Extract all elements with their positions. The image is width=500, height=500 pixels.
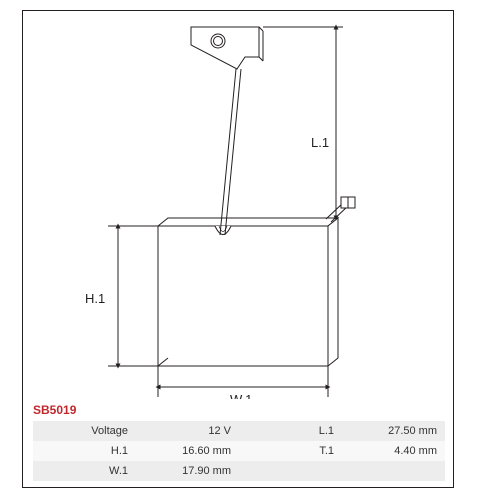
specs-table: Voltage 12 V L.1 27.50 mm H.1 16.60 mm T…: [33, 421, 445, 481]
table-row: H.1 16.60 mm T.1 4.40 mm: [33, 441, 445, 461]
drawing-frame: H.1 W.1 L.1 SB5019 Voltage 12 V L.1 27.5…: [22, 10, 454, 488]
spec-value: 4.40 mm: [342, 441, 445, 461]
spec-label: T.1: [239, 441, 342, 461]
technical-diagram: H.1 W.1 L.1: [23, 11, 455, 399]
w1-dim-label: W.1: [230, 392, 252, 399]
table-row: W.1 17.90 mm: [33, 461, 445, 481]
table-row: Voltage 12 V L.1 27.50 mm: [33, 421, 445, 441]
spec-label: Voltage: [33, 421, 136, 441]
spec-label: [239, 461, 342, 481]
l1-dim-label: L.1: [311, 135, 329, 150]
spec-value: 16.60 mm: [136, 441, 239, 461]
spec-label: L.1: [239, 421, 342, 441]
spec-label: W.1: [33, 461, 136, 481]
spec-value: 27.50 mm: [342, 421, 445, 441]
spec-value: [342, 461, 445, 481]
spec-value: 17.90 mm: [136, 461, 239, 481]
h1-dim-label: H.1: [85, 291, 105, 306]
spec-value: 12 V: [136, 421, 239, 441]
part-number: SB5019: [33, 403, 76, 417]
spec-label: H.1: [33, 441, 136, 461]
